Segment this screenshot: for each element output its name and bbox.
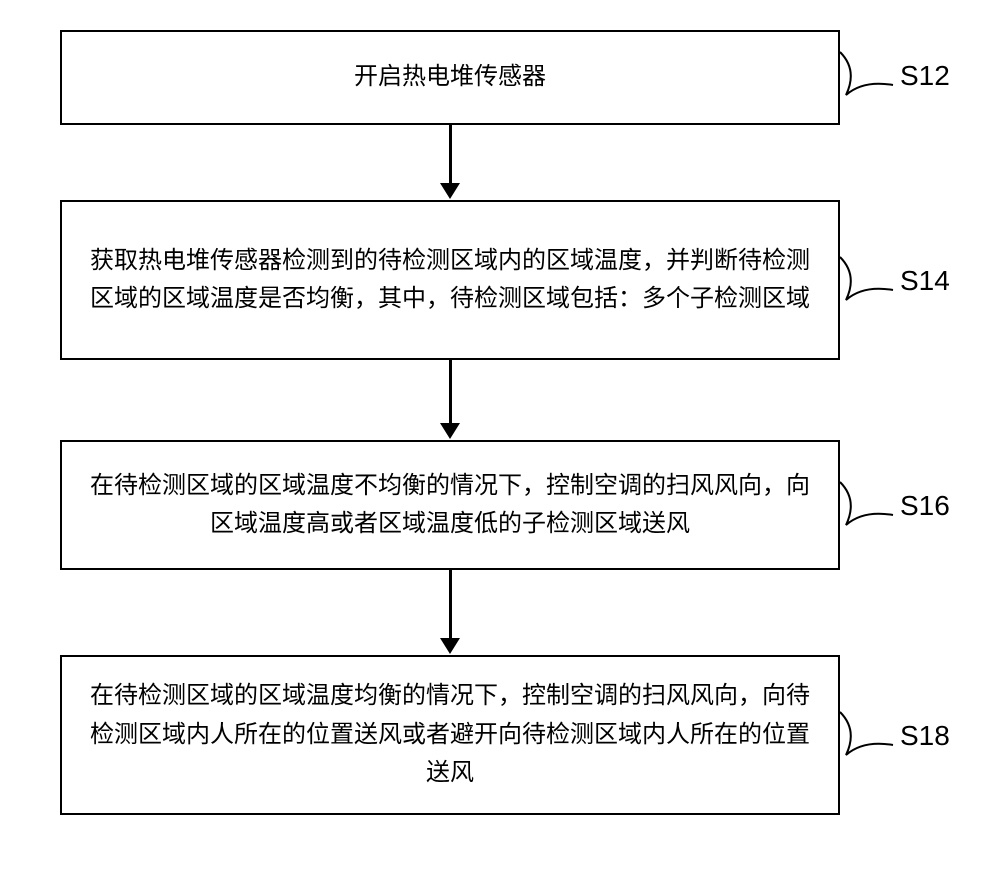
flow-text-s14: 获取热电堆传感器检测到的待检测区域内的区域温度，并判断待检测区域的区域温度是否均… — [82, 242, 818, 319]
arrow-line-1 — [449, 125, 452, 185]
step-label-s12: S12 — [900, 60, 950, 92]
step-label-s16: S16 — [900, 490, 950, 522]
flow-text-s16: 在待检测区域的区域温度不均衡的情况下，控制空调的扫风风向，向区域温度高或者区域温… — [82, 467, 818, 544]
curve-s12 — [838, 50, 898, 100]
step-label-s18: S18 — [900, 720, 950, 752]
flow-text-s18: 在待检测区域的区域温度均衡的情况下，控制空调的扫风风向，向待检测区域内人所在的位… — [82, 677, 818, 792]
arrow-head-3 — [440, 638, 460, 654]
arrow-line-2 — [449, 360, 452, 425]
flow-box-s16: 在待检测区域的区域温度不均衡的情况下，控制空调的扫风风向，向区域温度高或者区域温… — [60, 440, 840, 570]
flow-box-s14: 获取热电堆传感器检测到的待检测区域内的区域温度，并判断待检测区域的区域温度是否均… — [60, 200, 840, 360]
curve-s18 — [838, 710, 898, 760]
flow-box-s12: 开启热电堆传感器 — [60, 30, 840, 125]
arrow-head-1 — [440, 183, 460, 199]
flow-text-s12: 开启热电堆传感器 — [354, 58, 546, 96]
step-label-s14: S14 — [900, 265, 950, 297]
curve-s16 — [838, 480, 898, 530]
arrow-head-2 — [440, 423, 460, 439]
flow-box-s18: 在待检测区域的区域温度均衡的情况下，控制空调的扫风风向，向待检测区域内人所在的位… — [60, 655, 840, 815]
arrow-line-3 — [449, 570, 452, 640]
curve-s14 — [838, 255, 898, 305]
flowchart-container: 开启热电堆传感器 S12 获取热电堆传感器检测到的待检测区域内的区域温度，并判断… — [0, 0, 1000, 869]
